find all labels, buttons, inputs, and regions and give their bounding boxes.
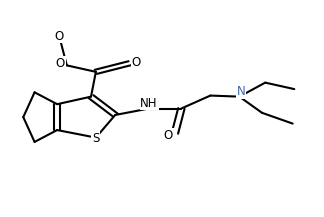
Text: O: O	[164, 129, 173, 142]
Text: O: O	[132, 56, 141, 69]
Text: NH: NH	[140, 97, 158, 110]
Text: S: S	[92, 132, 99, 145]
Text: O: O	[56, 57, 65, 70]
Text: O: O	[54, 30, 64, 43]
Text: N: N	[237, 85, 245, 98]
